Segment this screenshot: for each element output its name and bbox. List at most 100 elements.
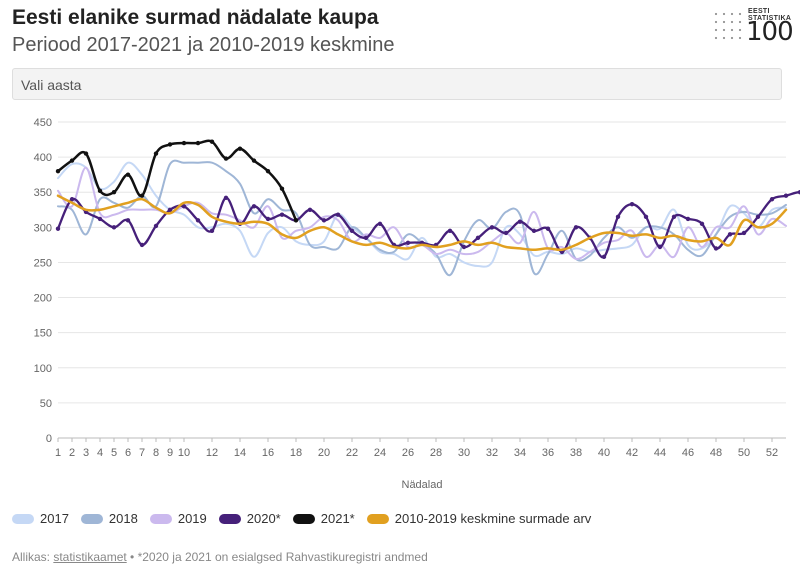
y-tick-label: 400 (34, 152, 52, 164)
series-point-3 (251, 204, 257, 209)
series-point-3 (657, 244, 663, 250)
series-point-3 (55, 226, 61, 231)
series-point-3 (769, 197, 775, 202)
y-tick-label: 350 (34, 187, 52, 199)
chart-subtitle: Periood 2017-2021 ja 2010-2019 keskmine (12, 34, 395, 56)
logo-dots-icon (712, 10, 742, 42)
footer: Allikas: statistikaamet • *2020 ja 2021 … (12, 550, 428, 564)
legend-swatch (80, 513, 103, 524)
series-line-0 (57, 161, 787, 268)
statistics-estonia-logo[interactable]: EESTI STATISTIKA 100 (708, 8, 794, 45)
series-point-3 (195, 218, 201, 223)
series-point-3 (349, 228, 355, 234)
series-point-4 (279, 186, 285, 191)
year-selector[interactable]: Vali aasta (12, 68, 782, 100)
series-point-3 (727, 232, 733, 237)
series-point-4 (223, 156, 229, 161)
footer-note: • *2020 ja 2021 on esialgsed Rahvastikur… (126, 550, 428, 564)
year-selector-label: Vali aasta (21, 77, 82, 93)
y-tick-label: 250 (34, 257, 52, 269)
series-point-3 (461, 244, 467, 250)
x-tick-label: 6 (125, 447, 131, 459)
y-tick-label: 0 (46, 433, 52, 445)
series-point-3 (279, 212, 285, 217)
y-tick-label: 50 (40, 398, 52, 410)
series-point-4 (97, 188, 103, 194)
legend-item[interactable]: 2010-2019 keskmine surmade arv (366, 511, 592, 526)
series-point-4 (251, 158, 257, 163)
series-point-3 (741, 230, 747, 236)
x-tick-label: 22 (346, 447, 358, 459)
legend-swatch (12, 513, 34, 524)
legend-item[interactable]: 2018 (80, 511, 138, 526)
series-line-1 (57, 159, 787, 277)
series-point-3 (209, 228, 215, 234)
series-point-3 (601, 254, 607, 260)
chart-title: Eesti elanike surmad nädalate kaupa (12, 6, 379, 29)
x-tick-label: 12 (206, 447, 218, 459)
series-point-3 (699, 221, 705, 227)
series-point-4 (237, 146, 243, 151)
legend-item[interactable]: 2021* (292, 511, 355, 526)
x-tick-label: 24 (374, 447, 386, 459)
series-point-4 (125, 172, 131, 177)
series-line-5 (56, 194, 788, 252)
series-point-3 (363, 235, 369, 241)
x-tick-label: 3 (83, 447, 89, 459)
legend-item[interactable]: 2019 (149, 511, 207, 526)
series-point-3 (643, 214, 649, 219)
legend-label: 2019 (177, 511, 207, 526)
series-point-4 (293, 218, 299, 223)
x-tick-label: 50 (738, 447, 750, 459)
y-tick-label: 150 (34, 328, 52, 340)
x-tick-label: 8 (153, 447, 159, 459)
x-tick-label: 7 (139, 447, 145, 459)
series-point-3 (125, 218, 131, 223)
x-tick-label: 38 (570, 447, 582, 459)
series-point-3 (377, 221, 383, 227)
legend-label: 2021* (320, 511, 355, 526)
x-tick-label: 9 (167, 447, 173, 459)
logo-text: EESTI STATISTIKA (748, 8, 792, 22)
legend-swatch (218, 513, 241, 524)
series-point-3 (475, 235, 481, 241)
series-point-4 (69, 158, 75, 163)
x-tick-label: 44 (654, 447, 666, 459)
series-point-3 (615, 214, 621, 219)
legend-label: 2020* (246, 511, 281, 526)
series-point-4 (167, 142, 173, 147)
source-link[interactable]: statistikaamet (53, 550, 127, 564)
x-tick-label: 20 (318, 447, 330, 459)
legend-item[interactable]: 2020* (218, 511, 281, 526)
logo-number: 100 (746, 17, 794, 47)
y-tick-label: 300 (34, 222, 52, 234)
x-tick-label: 14 (234, 447, 246, 459)
legend-item[interactable]: 2017 (12, 511, 69, 526)
series-point-3 (531, 228, 537, 234)
x-tick-label: 32 (486, 447, 498, 459)
legend-label: 2010-2019 keskmine surmade arv (394, 511, 592, 526)
series-point-3 (783, 193, 789, 198)
x-tick-label: 34 (514, 447, 526, 459)
series-point-3 (97, 216, 103, 222)
series-point-3 (503, 230, 509, 236)
series-point-3 (797, 190, 800, 195)
legend-swatch (366, 513, 389, 524)
series-point-3 (671, 214, 677, 219)
series-point-3 (111, 225, 117, 230)
series-point-3 (629, 201, 635, 207)
series-point-3 (69, 197, 75, 202)
series-point-3 (139, 242, 145, 248)
y-tick-label: 450 (34, 117, 52, 129)
series-point-4 (83, 151, 89, 156)
x-tick-label: 16 (262, 447, 274, 459)
x-tick-label: 18 (290, 447, 302, 459)
series-point-4 (209, 139, 215, 144)
series-point-4 (111, 190, 117, 195)
x-tick-label: 36 (542, 447, 554, 459)
x-tick-label: 26 (402, 447, 414, 459)
x-tick-label: 30 (458, 447, 470, 459)
x-tick-label: 48 (710, 447, 722, 459)
series-point-3 (685, 216, 691, 222)
